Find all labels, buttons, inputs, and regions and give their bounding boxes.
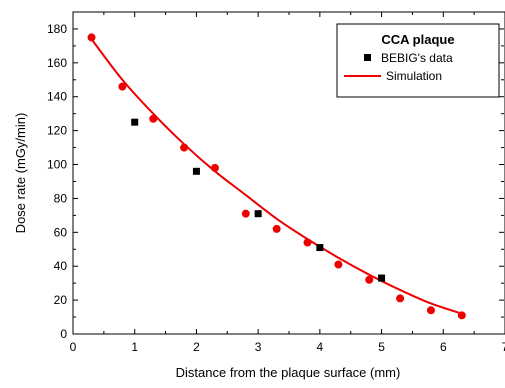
simulation-data-point	[426, 306, 435, 315]
y-tick-label: 140	[47, 90, 67, 104]
y-axis-label: Dose rate (mGy/min)	[13, 113, 28, 234]
simulation-data-point	[118, 82, 127, 91]
curve-layer	[90, 38, 463, 315]
x-axis-label: Distance from the plaque surface (mm)	[176, 365, 401, 380]
bebig-data-point	[254, 210, 262, 218]
points-layer	[87, 33, 466, 320]
x-tick-label: 6	[440, 340, 447, 354]
legend-entry-bebig: BEBIG's data	[381, 51, 453, 65]
x-tick-label: 5	[378, 340, 385, 354]
bebig-data-point	[131, 118, 139, 126]
legend-marker-bebig	[364, 54, 371, 61]
y-tick-label: 0	[60, 327, 67, 341]
y-tick-label: 100	[47, 158, 67, 172]
simulation-data-point	[457, 311, 466, 320]
y-tick-label: 20	[54, 293, 68, 307]
simulation-data-point	[241, 209, 250, 218]
y-tick-label: 120	[47, 124, 67, 138]
simulation-data-point	[334, 260, 343, 269]
simulation-data-point	[210, 163, 219, 172]
simulation-data-point	[396, 294, 405, 303]
bebig-data-point	[316, 244, 324, 252]
x-tick-label: 1	[131, 340, 138, 354]
y-tick-label: 160	[47, 56, 67, 70]
simulation-data-point	[272, 224, 281, 233]
legend: CCA plaque BEBIG's data Simulation	[336, 23, 500, 98]
x-tick-label: 7	[502, 340, 505, 354]
x-tick-label: 4	[317, 340, 324, 354]
simulation-data-point	[87, 33, 96, 42]
y-tick-label: 40	[54, 259, 68, 273]
x-tick-label: 0	[70, 340, 77, 354]
x-tick-label: 3	[255, 340, 262, 354]
x-tick-label: 2	[193, 340, 200, 354]
simulation-data-point	[149, 114, 158, 123]
bebig-data-point	[378, 274, 386, 282]
y-tick-label: 60	[54, 225, 68, 239]
legend-entry-simulation: Simulation	[386, 69, 442, 83]
legend-title: CCA plaque	[381, 32, 454, 47]
y-tick-label: 80	[54, 191, 68, 205]
bebig-data-point	[192, 167, 200, 175]
simulation-data-point	[303, 238, 312, 247]
simulation-fit-curve	[90, 38, 463, 315]
y-tick-label: 180	[47, 22, 67, 36]
simulation-data-point	[365, 275, 374, 284]
simulation-data-point	[180, 143, 189, 152]
ticks-layer: 0 1 2 3 4 5 6 7 0 20 40 60 80 100 120 140 160 180	[47, 12, 505, 354]
